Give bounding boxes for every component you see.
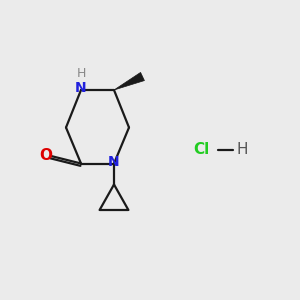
Text: O: O [39, 148, 52, 164]
Text: N: N [108, 155, 120, 169]
Text: H: H [237, 142, 248, 158]
Text: H: H [76, 67, 86, 80]
Polygon shape [114, 72, 144, 90]
Text: N: N [75, 81, 87, 94]
Text: Cl: Cl [194, 142, 210, 158]
